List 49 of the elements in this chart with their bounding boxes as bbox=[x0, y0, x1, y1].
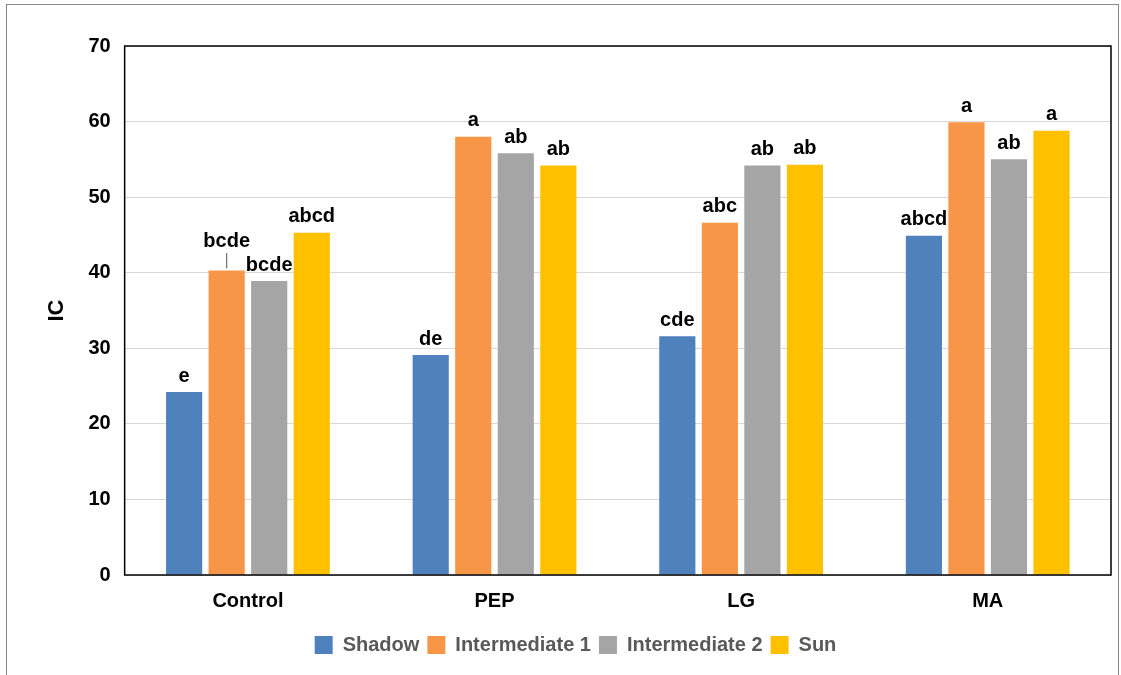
bar bbox=[540, 165, 577, 575]
bar bbox=[905, 235, 942, 575]
bar bbox=[948, 122, 985, 575]
data-label: bcde bbox=[203, 228, 251, 251]
bar bbox=[455, 136, 492, 575]
x-tick-label: PEP bbox=[474, 588, 515, 611]
y-tick-label: 70 bbox=[88, 33, 111, 56]
y-tick-label: 10 bbox=[88, 486, 111, 509]
bar bbox=[1033, 130, 1070, 575]
bar bbox=[786, 164, 823, 575]
data-label: abcd bbox=[288, 204, 336, 227]
data-label: cde bbox=[660, 307, 695, 330]
data-label: a bbox=[1045, 102, 1058, 125]
data-label: ab bbox=[504, 124, 528, 147]
bar bbox=[208, 270, 245, 575]
data-label: abcd bbox=[900, 207, 948, 230]
x-tick-label: Control bbox=[212, 588, 284, 611]
data-label: bcde bbox=[245, 252, 293, 275]
bar bbox=[497, 153, 534, 575]
y-tick-label: 50 bbox=[88, 184, 111, 207]
data-label: a bbox=[960, 93, 973, 116]
bar bbox=[166, 392, 203, 575]
y-tick-label: 0 bbox=[99, 562, 111, 585]
legend-label: Intermediate 2 bbox=[626, 632, 763, 655]
data-label: ab bbox=[546, 136, 571, 159]
y-axis-title: IC bbox=[43, 299, 69, 322]
x-tick-label: LG bbox=[727, 588, 756, 611]
bar bbox=[251, 281, 288, 575]
data-label: e bbox=[178, 363, 190, 386]
y-tick-label: 20 bbox=[88, 411, 111, 434]
bar bbox=[744, 165, 781, 575]
legend-label: Intermediate 1 bbox=[455, 632, 591, 655]
data-label: ab bbox=[793, 136, 817, 159]
bar bbox=[293, 232, 330, 575]
bar bbox=[659, 336, 696, 575]
bar bbox=[412, 355, 449, 575]
bar bbox=[990, 159, 1028, 575]
bar bbox=[701, 222, 738, 575]
y-tick-label: 40 bbox=[88, 260, 111, 283]
x-tick-label: MA bbox=[972, 588, 1004, 611]
legend-label: Shadow bbox=[342, 632, 420, 655]
data-label: de bbox=[419, 326, 443, 349]
legend-label: Sun bbox=[798, 632, 837, 655]
y-tick-label: 30 bbox=[88, 335, 111, 358]
y-tick-label: 60 bbox=[88, 109, 111, 132]
data-label: ab bbox=[997, 130, 1021, 153]
data-label: a bbox=[467, 108, 480, 131]
data-label: abc bbox=[702, 194, 738, 217]
data-label: ab bbox=[750, 136, 775, 159]
